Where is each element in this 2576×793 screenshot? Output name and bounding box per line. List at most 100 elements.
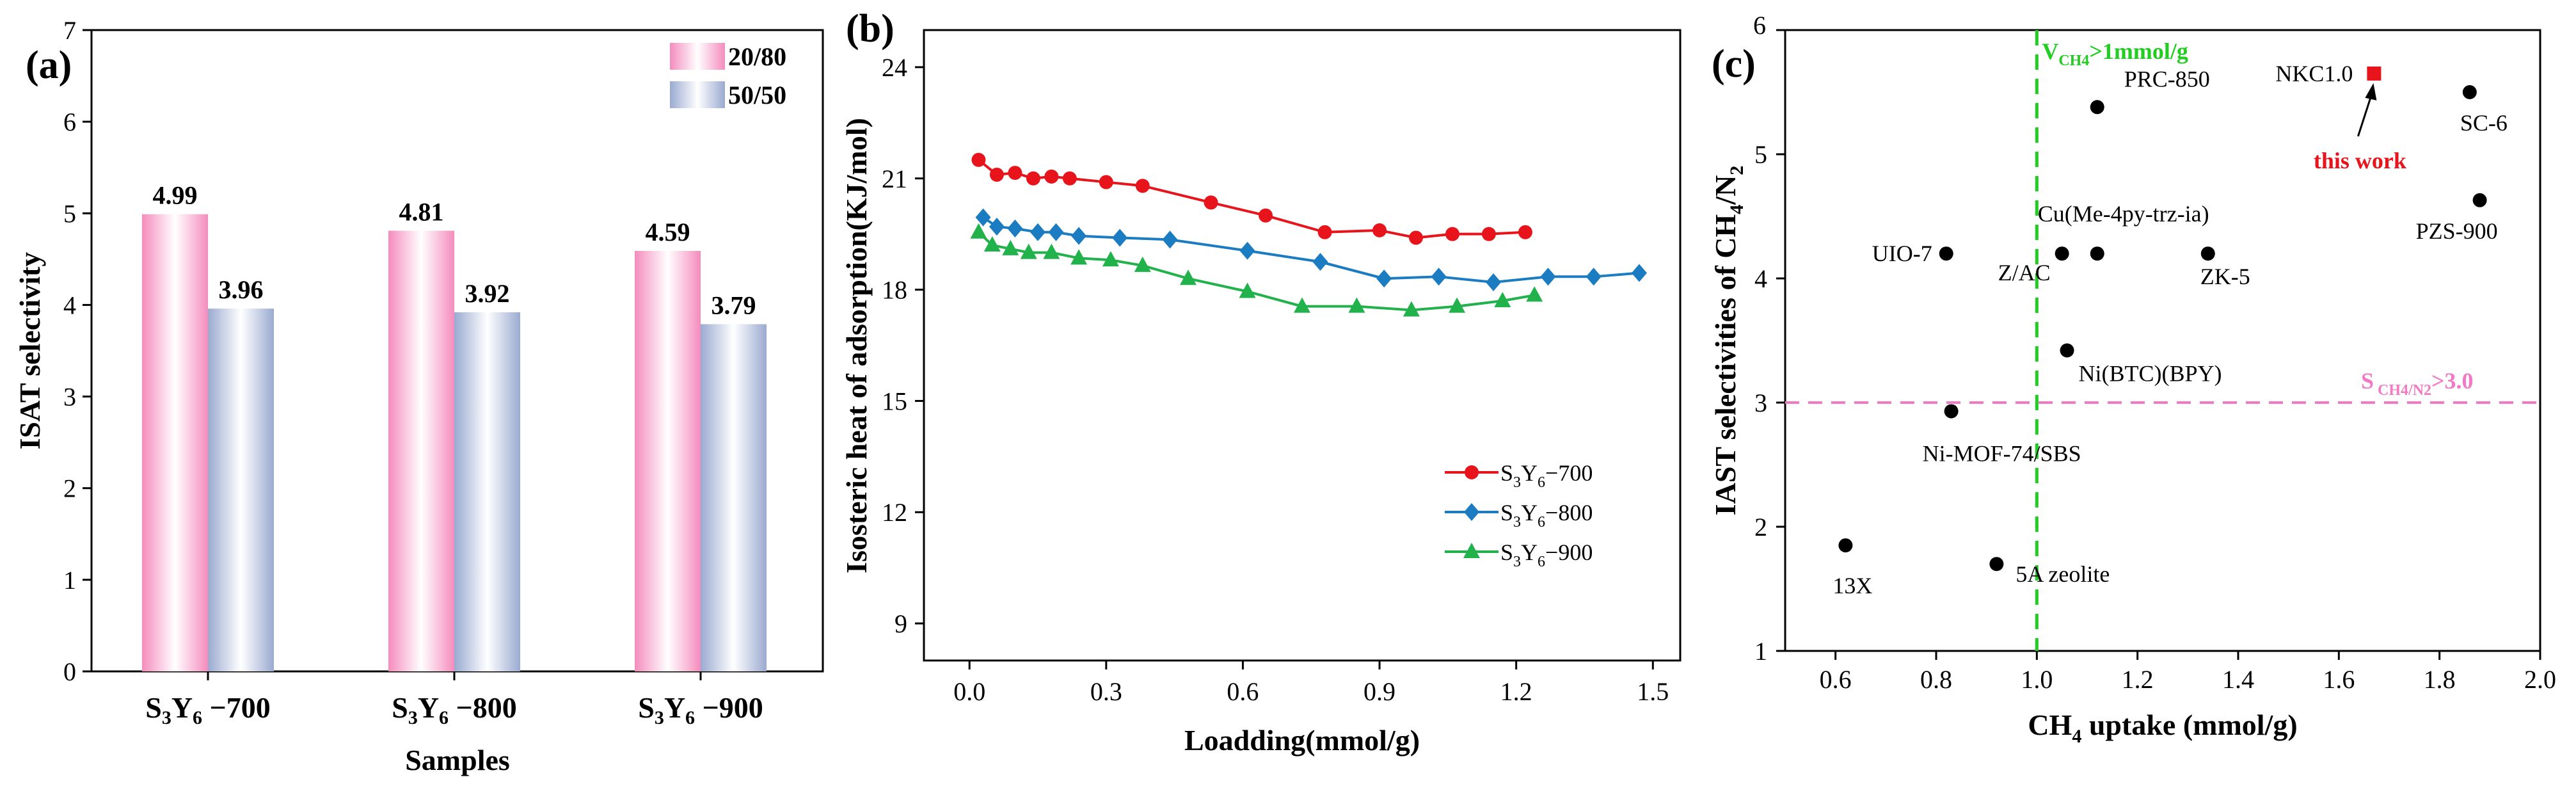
legend-label-part: Y — [1521, 460, 1538, 486]
data-point-label: Cu(Me-4py-trz-ia) — [2038, 201, 2209, 227]
panel-b-y-label: Isosteric heat of adsorption(KJ/mol) — [840, 118, 873, 573]
bar-20-80-3 — [635, 250, 701, 672]
data-point — [2200, 246, 2215, 261]
x-tick-label-part: Y — [664, 691, 685, 724]
bar-value-label: 3.96 — [219, 275, 264, 304]
data-point-label: 5A zeolite — [2015, 561, 2110, 587]
legend-swatch-20-80 — [670, 43, 725, 70]
x-tick-label-part: S — [638, 691, 655, 724]
data-point-diamond — [1112, 228, 1128, 247]
y-tick-label: 6 — [1753, 11, 1766, 40]
data-point — [2462, 85, 2477, 99]
data-point-circle — [1099, 175, 1113, 189]
data-point-circle — [1259, 208, 1273, 223]
y-tick-label: 12 — [882, 498, 907, 527]
data-point-circle — [1026, 171, 1040, 186]
legend-label-part: S — [1500, 500, 1513, 525]
data-point-circle — [1409, 230, 1424, 245]
legend-label-part: 3 — [1513, 474, 1521, 491]
data-point-label: UIO-7 — [1872, 241, 1932, 266]
y-tick-label: 21 — [882, 164, 907, 193]
data-point-label: Ni-MOF-74/SBS — [1923, 441, 2081, 467]
y-tick-label: 5 — [1754, 140, 1767, 169]
bar-value-label: 4.99 — [153, 181, 198, 210]
x-tick-label-part: Y — [418, 691, 439, 724]
panel-c-y-label-main: IAST selectivities of CH — [1709, 214, 1742, 515]
bar-50-50-1 — [208, 308, 274, 671]
panel-c-y-label-mid: /N — [1709, 175, 1742, 205]
y-tick-label: 2 — [1754, 513, 1767, 541]
x-tick-label: S3Y6 −900 — [638, 691, 763, 728]
s-threshold-rest: >3.0 — [2431, 368, 2474, 394]
panel-c-frame — [1784, 29, 2541, 652]
data-point-circle — [1204, 195, 1218, 210]
y-tick-label: 2 — [63, 474, 76, 503]
panel-b-label: (b) — [846, 7, 894, 51]
panel-c-x-label-rest: uptake (mmol/g) — [2081, 709, 2297, 741]
y-tick-label: 4 — [63, 291, 76, 319]
data-point-circle — [1008, 166, 1022, 180]
bar-value-label: 3.79 — [712, 291, 756, 319]
panel-b-series — [970, 152, 1647, 317]
data-point-diamond — [1312, 253, 1328, 271]
y-tick-label: 18 — [882, 276, 907, 305]
this-work-arrow — [2357, 92, 2373, 137]
legend-label-part: S — [1500, 540, 1513, 565]
data-point — [2060, 343, 2074, 358]
panel-c-y-label: IAST selectivities of CH4/N2 — [1709, 166, 1747, 516]
data-point — [2090, 246, 2104, 261]
data-point-circle — [1445, 227, 1459, 241]
x-tick-label: 1.2 — [2122, 665, 2154, 694]
legend-label-part: 3 — [1513, 554, 1521, 570]
legend-swatch-50-50 — [670, 81, 725, 108]
bar-50-50-3 — [701, 324, 767, 671]
bar-value-label: 4.81 — [399, 197, 444, 226]
x-tick-label: 0.6 — [1227, 677, 1259, 706]
data-point-diamond — [1162, 230, 1178, 249]
data-point-diamond — [1431, 268, 1447, 286]
series-line-circle — [978, 159, 1526, 239]
x-tick-label: 1.8 — [2424, 665, 2456, 694]
x-tick-label-part: 3 — [162, 707, 171, 728]
series-−700 — [971, 152, 1532, 245]
legend-label: S3Y6−900 — [1500, 540, 1593, 570]
data-point-label: SC-6 — [2460, 110, 2508, 136]
v-threshold-label: VCH4>1mmol/g — [2042, 38, 2188, 69]
s-threshold-label: S CH4/N2>3.0 — [2361, 368, 2474, 399]
y-tick-label: 24 — [882, 53, 907, 82]
data-point-circle — [1135, 179, 1150, 193]
legend-label-50-50: 50/50 — [728, 81, 786, 109]
data-point-diamond — [989, 218, 1005, 236]
legend-label-part: −800 — [1545, 500, 1593, 525]
x-tick-label: 0.8 — [1920, 665, 1952, 694]
data-point-circle — [1062, 171, 1077, 186]
legend-label-part: 6 — [1538, 474, 1545, 491]
x-tick-label-part: S — [145, 691, 162, 724]
panel-c-y-label-sub1: 4 — [1726, 205, 1747, 214]
data-point — [1939, 246, 1953, 261]
y-tick-label: 1 — [63, 566, 76, 595]
y-tick-label: 0 — [63, 657, 76, 686]
legend-label-part: 3 — [1513, 514, 1521, 531]
data-point-diamond — [975, 208, 991, 227]
panel-a-label: (a) — [26, 44, 72, 87]
x-tick-label: 0.3 — [1090, 677, 1122, 706]
s-threshold-main: S — [2361, 368, 2374, 394]
s-threshold-sub: CH4/N2 — [2374, 382, 2431, 399]
x-tick-label-part: 3 — [655, 707, 664, 728]
data-point-label: NKC1.0 — [2275, 61, 2353, 86]
data-point-triangle — [1403, 301, 1420, 317]
data-point-highlight — [2367, 66, 2381, 81]
x-tick-label-part: 3 — [408, 707, 418, 728]
panel-b-x-label: Loadding(mmol/g) — [1184, 724, 1420, 757]
y-tick-label: 15 — [882, 387, 907, 415]
y-tick-label: 5 — [63, 199, 76, 228]
y-tick-label: 9 — [894, 609, 907, 638]
series-line-diamond — [982, 216, 1640, 284]
legend-label-part: Y — [1521, 500, 1538, 525]
y-tick-label: 1 — [1754, 637, 1767, 666]
x-tick-label-part: Y — [171, 691, 193, 724]
